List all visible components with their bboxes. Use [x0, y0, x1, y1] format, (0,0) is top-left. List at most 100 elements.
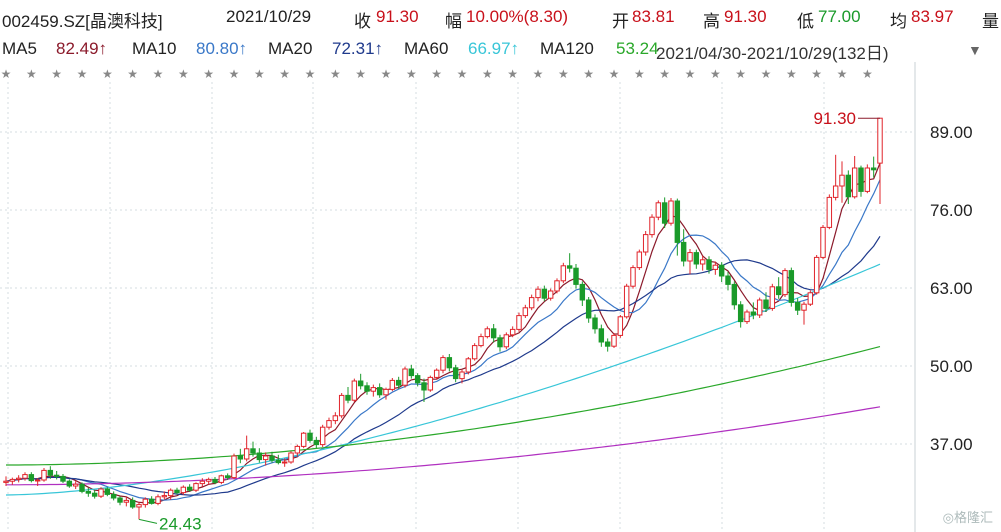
candle [414, 373, 421, 387]
candle-body [579, 283, 586, 301]
candle-body [801, 303, 807, 311]
event-star-icon: ★ [254, 67, 265, 81]
candle [243, 435, 250, 462]
candle [611, 333, 617, 348]
candle-body [649, 216, 655, 236]
candle-body [820, 226, 826, 258]
ma-line-5 [5, 162, 881, 504]
avg-label: 均 [890, 12, 907, 31]
candle [345, 387, 351, 404]
candle-body [592, 317, 598, 330]
candle-body [28, 474, 35, 482]
max-annotation-label: 91.30 [813, 109, 856, 128]
candle [370, 384, 377, 397]
event-star-icon: ★ [761, 67, 772, 81]
candle [617, 315, 624, 338]
candle-body [148, 498, 155, 504]
candle-body [275, 459, 282, 464]
candle [376, 383, 383, 398]
candle-body [237, 455, 244, 460]
candle-body [731, 283, 738, 306]
candle-body [180, 486, 187, 494]
candle-body [611, 334, 617, 347]
candle [877, 117, 883, 204]
candle-body [345, 394, 351, 401]
event-star-icon: ★ [609, 67, 620, 81]
low-label: 低 [797, 12, 814, 31]
candle [579, 281, 586, 306]
candle [167, 488, 174, 500]
stock-code: 002459.SZ[晶澳科技] [2, 12, 163, 31]
candle [712, 261, 719, 275]
candle [408, 364, 415, 379]
candle-body [129, 499, 136, 508]
y-axis: 37.00 50.00 63.00 76.00 89.00 [930, 123, 973, 454]
candle-body [218, 475, 225, 483]
candle-body [598, 328, 605, 343]
candle-body [522, 307, 529, 317]
candle [22, 472, 28, 481]
quote-header: 002459.SZ[晶澳科技] 2021/10/29 收 91.30 幅 10.… [0, 0, 1001, 36]
ma-line-20 [5, 235, 881, 496]
candle [782, 268, 788, 297]
candle [79, 482, 85, 494]
candle-body [661, 202, 668, 224]
candle-body [465, 358, 472, 373]
candle [161, 491, 168, 500]
candle [706, 256, 712, 274]
candle-body [440, 357, 446, 371]
candle-body [269, 455, 275, 461]
ma5-label: MA5 [2, 39, 37, 58]
candle [497, 334, 503, 352]
candle-body [503, 334, 510, 348]
candle [41, 468, 47, 482]
quote-date: 2021/10/29 [226, 7, 312, 26]
candle-body [870, 167, 877, 171]
candle [256, 448, 263, 463]
candle [522, 304, 529, 318]
high-value: 91.30 [724, 7, 767, 26]
event-star-icon: ★ [51, 67, 62, 81]
candle-body [433, 369, 440, 378]
event-star-icon: ★ [558, 67, 569, 81]
candle-body [53, 474, 60, 477]
candle [34, 478, 41, 486]
candle-body [104, 488, 111, 495]
candle [839, 161, 845, 203]
event-star-icon: ★ [127, 67, 138, 81]
avg-value: 83.97 [911, 7, 954, 26]
candle-body [402, 368, 408, 386]
candle-body [623, 285, 630, 318]
candle [433, 368, 440, 380]
candle [326, 417, 332, 430]
dropdown-triangle-icon[interactable]: ▼ [968, 42, 982, 58]
candle [307, 429, 313, 443]
candle-body [22, 474, 28, 479]
event-star-icon: ★ [178, 67, 189, 81]
date-range: 2021/04/30-2021/10/29(132日) [656, 44, 889, 63]
candle [129, 497, 136, 509]
candle-body [155, 496, 161, 504]
candle-body [174, 489, 180, 494]
event-star-icon: ★ [862, 67, 873, 81]
event-star-icon: ★ [406, 67, 417, 81]
ma10-value: 80.80↑ [196, 39, 248, 58]
candle-body [737, 304, 744, 323]
candle [53, 471, 60, 480]
candle-body [3, 480, 9, 483]
candle-body [687, 252, 693, 262]
candle-body [769, 286, 776, 309]
candle-body [47, 469, 54, 476]
candle [186, 484, 193, 492]
event-star-icon: ★ [735, 67, 746, 81]
candle [585, 297, 592, 323]
candle-body [370, 387, 377, 392]
close-label: 收 [354, 12, 371, 31]
candle-body [706, 259, 712, 270]
candle [98, 487, 104, 498]
candle-body [212, 478, 218, 483]
candle [661, 197, 668, 228]
open-label: 开 [612, 12, 629, 31]
event-star-icon: ★ [659, 67, 670, 81]
candle [801, 301, 807, 325]
